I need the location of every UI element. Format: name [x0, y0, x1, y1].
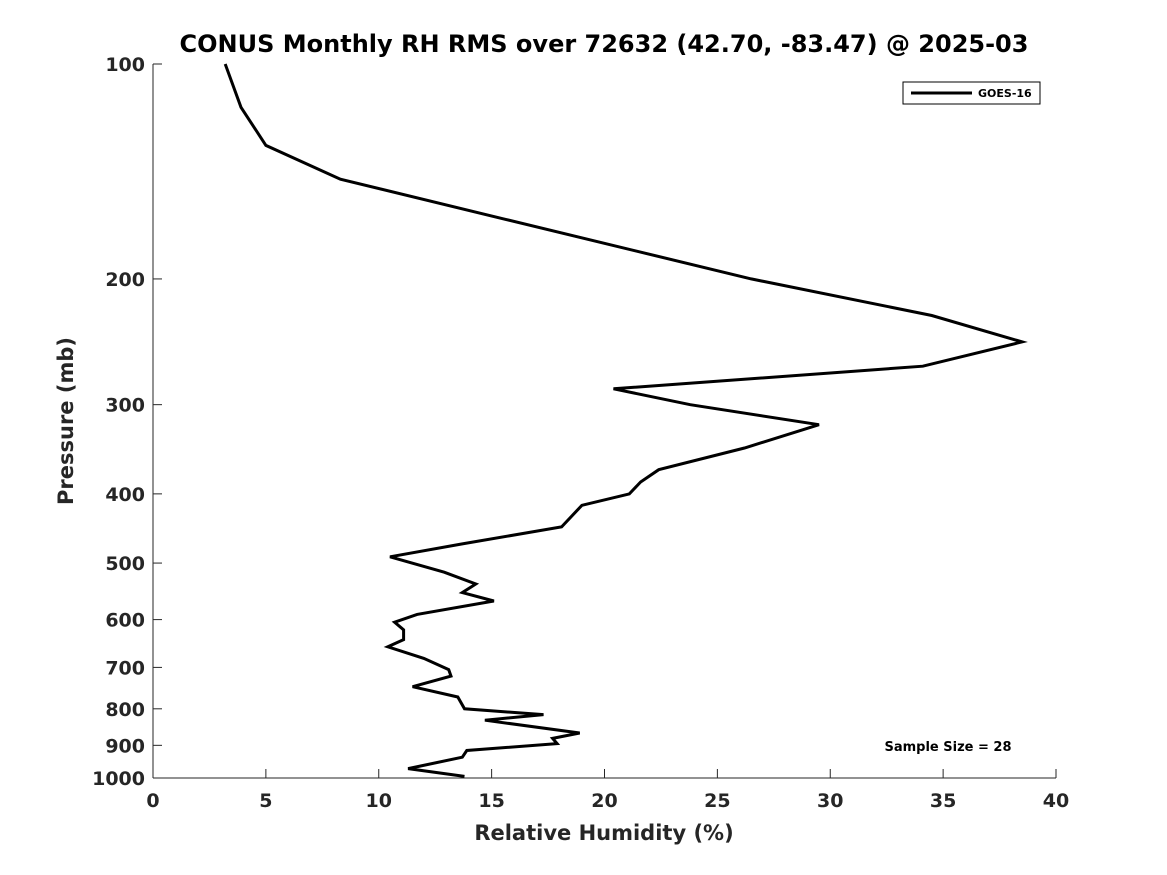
- x-tick-label: 15: [478, 790, 504, 812]
- y-tick-label: 500: [105, 553, 145, 575]
- sample-size-annotation: Sample Size = 28: [884, 740, 1011, 755]
- legend-label-goes-16: GOES-16: [978, 87, 1032, 100]
- x-tick-label: 5: [259, 790, 272, 812]
- series-line-goes-16: [223, 63, 1028, 778]
- y-tick-label: 800: [105, 699, 145, 721]
- plot-area: [152, 63, 1056, 779]
- y-tick-label: 1000: [92, 768, 145, 790]
- y-tick-label: 900: [105, 735, 145, 757]
- x-axis-label: Relative Humidity (%): [474, 821, 733, 845]
- x-tick-label: 40: [1043, 790, 1069, 812]
- x-tick-label: 25: [704, 790, 730, 812]
- y-tick-label: 100: [105, 54, 145, 76]
- x-axis: 0 5 10 15 20 25 30 35 40: [146, 769, 1069, 812]
- y-tick-label: 600: [105, 610, 145, 632]
- chart-title: CONUS Monthly RH RMS over 72632 (42.70, …: [180, 30, 1029, 58]
- y-tick-label: 700: [105, 657, 145, 679]
- x-tick-label: 10: [366, 790, 392, 812]
- x-tick-label: 30: [817, 790, 843, 812]
- y-tick-label: 400: [105, 484, 145, 506]
- y-tick-label: 200: [105, 269, 145, 291]
- y-axis: 100 200 300 400 500 600 700 800 900 1000: [92, 54, 162, 790]
- legend: GOES-16: [902, 81, 1041, 105]
- y-axis-label: Pressure (mb): [54, 337, 78, 505]
- y-tick-label: 300: [105, 395, 145, 417]
- x-tick-label: 35: [930, 790, 956, 812]
- x-tick-label: 20: [591, 790, 617, 812]
- x-tick-label: 0: [146, 790, 159, 812]
